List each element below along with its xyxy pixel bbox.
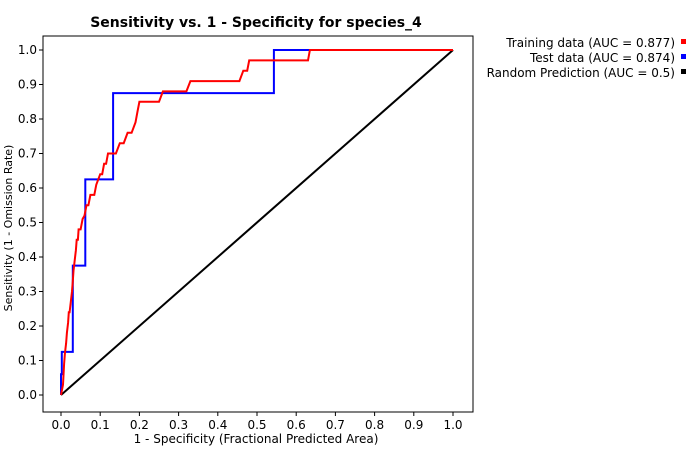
random-prediction-line [60, 49, 454, 396]
x-axis-label: 1 - Specificity (Fractional Predicted Ar… [134, 432, 379, 446]
y-tick-label: 0.2 [18, 319, 37, 333]
x-tick-label: 1.0 [443, 418, 462, 432]
y-tick-label: 0.4 [18, 250, 37, 264]
x-tick-label: 0.0 [51, 418, 70, 432]
legend-training-swatch [681, 39, 686, 44]
y-tick-label: 0.9 [18, 78, 37, 92]
y-axis-label: Sensitivity (1 - Omission Rate) [2, 145, 15, 312]
plot-area [42, 35, 474, 413]
chart-title: Sensitivity vs. 1 - Specificity for spec… [90, 15, 422, 31]
legend-random-swatch [681, 69, 686, 74]
y-tick-label: 0.7 [18, 147, 37, 161]
x-tick-label: 0.6 [287, 418, 306, 432]
legend-test-swatch [681, 54, 686, 59]
y-tick-label: 0.3 [18, 285, 37, 299]
legend: Training data (AUC = 0.877)Test data (AU… [487, 36, 686, 80]
y-axis-ticks: 0.0 0.1 0.2 0.3 0.4 0.5 0.6 0.7 0.8 0.9 1.0 [18, 43, 43, 402]
y-tick-label: 0.1 [18, 354, 37, 368]
y-tick-label: 0.5 [18, 216, 37, 230]
x-tick-label: 0.8 [365, 418, 384, 432]
series-lines [60, 49, 454, 396]
y-tick-label: 0.8 [18, 112, 37, 126]
y-tick-label: 1.0 [18, 43, 37, 57]
training-data-line [60, 49, 453, 396]
legend-training-label: Training data (AUC = 0.877) [505, 36, 675, 50]
x-axis-ticks: 0.0 0.1 0.2 0.3 0.4 0.5 0.6 0.7 0.8 0.9 1.0 [51, 412, 463, 432]
test-data-line [60, 49, 453, 395]
x-tick-label: 0.4 [208, 418, 227, 432]
y-tick-label: 0.0 [18, 388, 37, 402]
x-tick-label: 0.5 [247, 418, 266, 432]
legend-random-label: Random Prediction (AUC = 0.5) [487, 66, 675, 80]
x-tick-label: 0.7 [326, 418, 345, 432]
x-tick-label: 0.9 [404, 418, 423, 432]
legend-test-label: Test data (AUC = 0.874) [529, 51, 675, 65]
x-tick-label: 0.2 [130, 418, 149, 432]
x-tick-label: 0.3 [169, 418, 188, 432]
x-tick-label: 0.1 [91, 418, 110, 432]
plot-frame [42, 35, 474, 413]
y-tick-label: 0.6 [18, 181, 37, 195]
